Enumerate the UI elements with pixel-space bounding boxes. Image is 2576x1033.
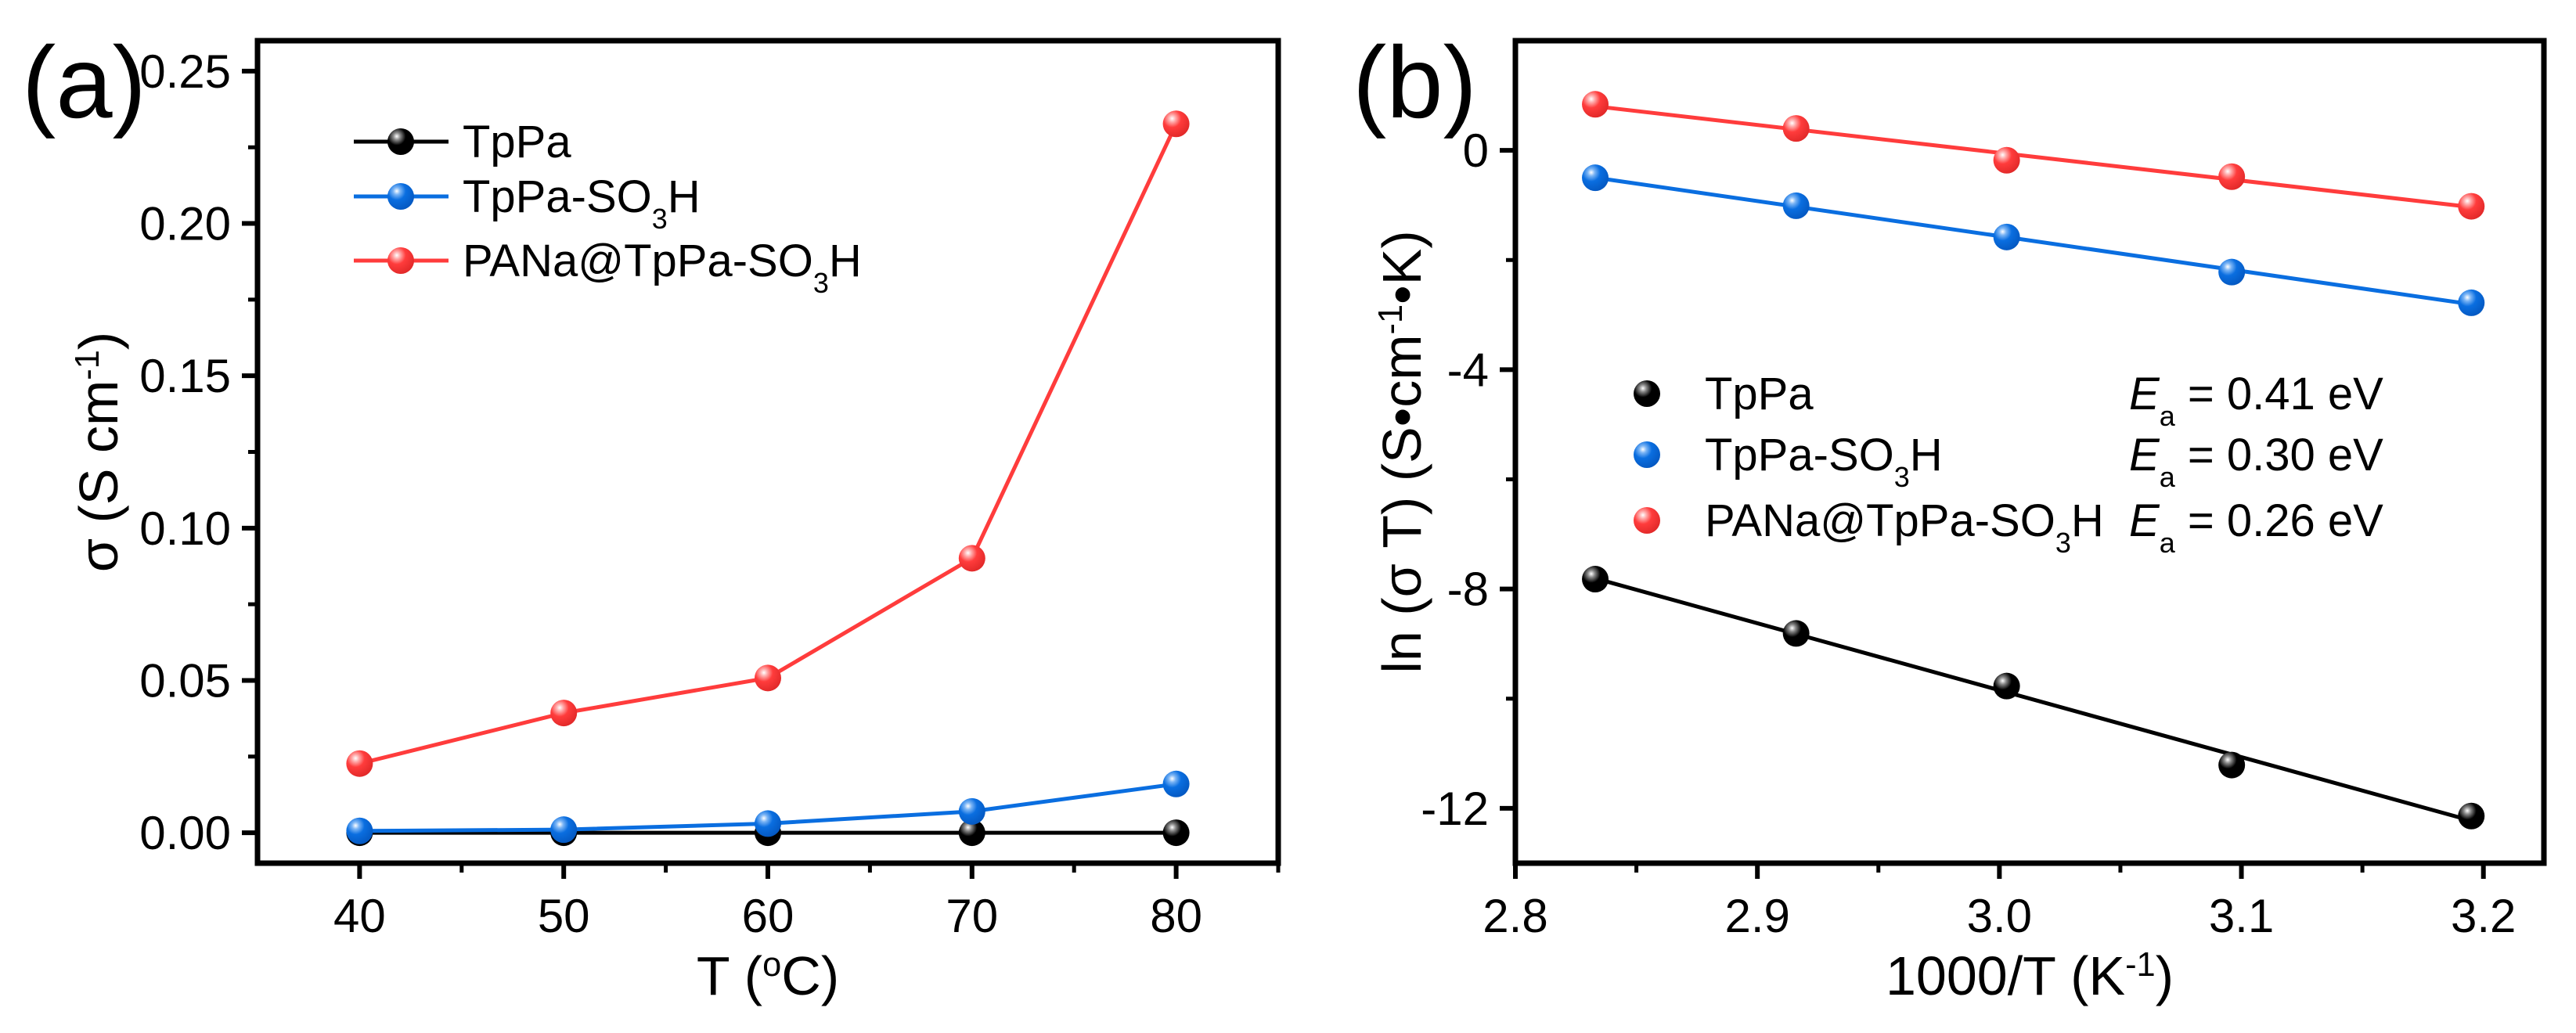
legend-label: TpPa-SO3H xyxy=(463,171,701,235)
data-point xyxy=(958,797,985,825)
series-0: TpPa Ea = 0.41 eV xyxy=(1582,369,2485,830)
data-point xyxy=(2218,751,2246,779)
data-point xyxy=(1582,566,1609,593)
x-tick-label: 2.9 xyxy=(1724,890,1789,942)
data-point xyxy=(1993,146,2020,174)
data-point xyxy=(1582,91,1609,118)
data-point xyxy=(2218,163,2246,190)
y-axis-title: ln (σ T) (S•cm-1•K) xyxy=(1371,230,1432,673)
y-tick-label: 0.25 xyxy=(139,45,231,98)
legend-marker xyxy=(387,247,414,274)
x-tick-label: 40 xyxy=(333,890,386,942)
panel-label: (b) xyxy=(1353,25,1477,139)
data-point xyxy=(2458,802,2485,830)
series-2: PANa@TpPa-SO3H xyxy=(346,110,1190,777)
data-point xyxy=(1782,115,1810,142)
legend-label: TpPa xyxy=(1705,369,1814,419)
legend-marker xyxy=(387,128,414,155)
legend-label: PANa@TpPa-SO3H xyxy=(1705,495,2104,559)
y-tick-label: 0.20 xyxy=(139,198,231,250)
y-tick-label: 0.10 xyxy=(139,502,231,555)
data-point xyxy=(346,750,373,777)
x-tick-label: 3.1 xyxy=(2209,890,2274,942)
series-2: PANa@TpPa-SO3H Ea = 0.26 eV xyxy=(1582,91,2485,559)
y-tick-label: 0.05 xyxy=(139,654,231,707)
data-point xyxy=(1782,620,1810,647)
data-point xyxy=(550,816,578,844)
y-tick-label: -4 xyxy=(1447,344,1489,396)
axes-frame xyxy=(254,38,1281,866)
legend-label: PANa@TpPa-SO3H xyxy=(463,236,862,299)
fit-line xyxy=(1594,175,2472,307)
fit-line xyxy=(1594,576,2472,823)
data-point xyxy=(958,819,985,847)
x-tick-label: 50 xyxy=(538,890,590,942)
axes-frame xyxy=(1512,38,2547,866)
legend-label: TpPa xyxy=(463,117,571,167)
y-tick-label: -8 xyxy=(1447,563,1489,616)
x-tick-label: 3.0 xyxy=(1967,890,2032,942)
x-tick-label: 60 xyxy=(742,890,794,942)
series-1: TpPa-SO3H xyxy=(346,171,1190,844)
legend-marker xyxy=(387,183,414,210)
data-point xyxy=(1162,819,1190,847)
data-point xyxy=(550,700,578,727)
y-axis-title: σ (S cm-1) xyxy=(68,332,129,572)
y-tick-label: 0.15 xyxy=(139,350,231,402)
fit-line xyxy=(1594,104,2472,210)
activation-energy-label: Ea = 0.26 eV xyxy=(2129,495,2383,559)
legend-marker xyxy=(1634,380,1660,407)
x-tick-label: 70 xyxy=(946,890,998,942)
data-point xyxy=(2458,193,2485,220)
legend-marker xyxy=(1634,507,1660,534)
data-point xyxy=(1582,164,1609,192)
data-point xyxy=(755,664,781,692)
data-point xyxy=(755,810,781,837)
x-tick-label: 2.8 xyxy=(1483,890,1547,942)
x-tick-label: 80 xyxy=(1150,890,1202,942)
data-point xyxy=(2458,289,2485,316)
data-point xyxy=(1162,110,1190,138)
data-point xyxy=(1993,672,2020,700)
data-point xyxy=(1162,770,1190,797)
data-point xyxy=(958,545,985,572)
y-tick-label: 0 xyxy=(1463,124,1489,177)
y-tick-label: 0.00 xyxy=(139,807,231,859)
panel-b-arrhenius-plot: 2.8 2.9 3.0 3.1 3.2 0 -4 -8 -12 1000/T (K-1) ln (σ… xyxy=(1353,25,2547,1006)
series-1: TpPa-SO3H Ea = 0.30 eV xyxy=(1582,164,2485,493)
data-point xyxy=(1993,223,2020,250)
x-axis-title: 1000/T (K-1) xyxy=(1886,945,2174,1006)
panel-label: (a) xyxy=(22,25,146,139)
data-point xyxy=(346,817,373,844)
y-tick-label: -12 xyxy=(1421,783,1489,835)
data-point xyxy=(1782,192,1810,219)
data-point xyxy=(2218,258,2246,286)
legend-label: TpPa-SO3H xyxy=(1705,430,1943,493)
x-axis-title: T (oC) xyxy=(697,945,839,1006)
panel-a-conductivity-vs-temperature: 40 50 60 70 80 0.00 0.05 0.10 0.15 0.20 0.25 T (oC)… xyxy=(22,25,1281,1006)
x-tick-label: 3.2 xyxy=(2451,890,2516,942)
activation-energy-label: Ea = 0.30 eV xyxy=(2129,430,2383,493)
activation-energy-label: Ea = 0.41 eV xyxy=(2129,369,2383,432)
legend-marker xyxy=(1634,441,1660,468)
